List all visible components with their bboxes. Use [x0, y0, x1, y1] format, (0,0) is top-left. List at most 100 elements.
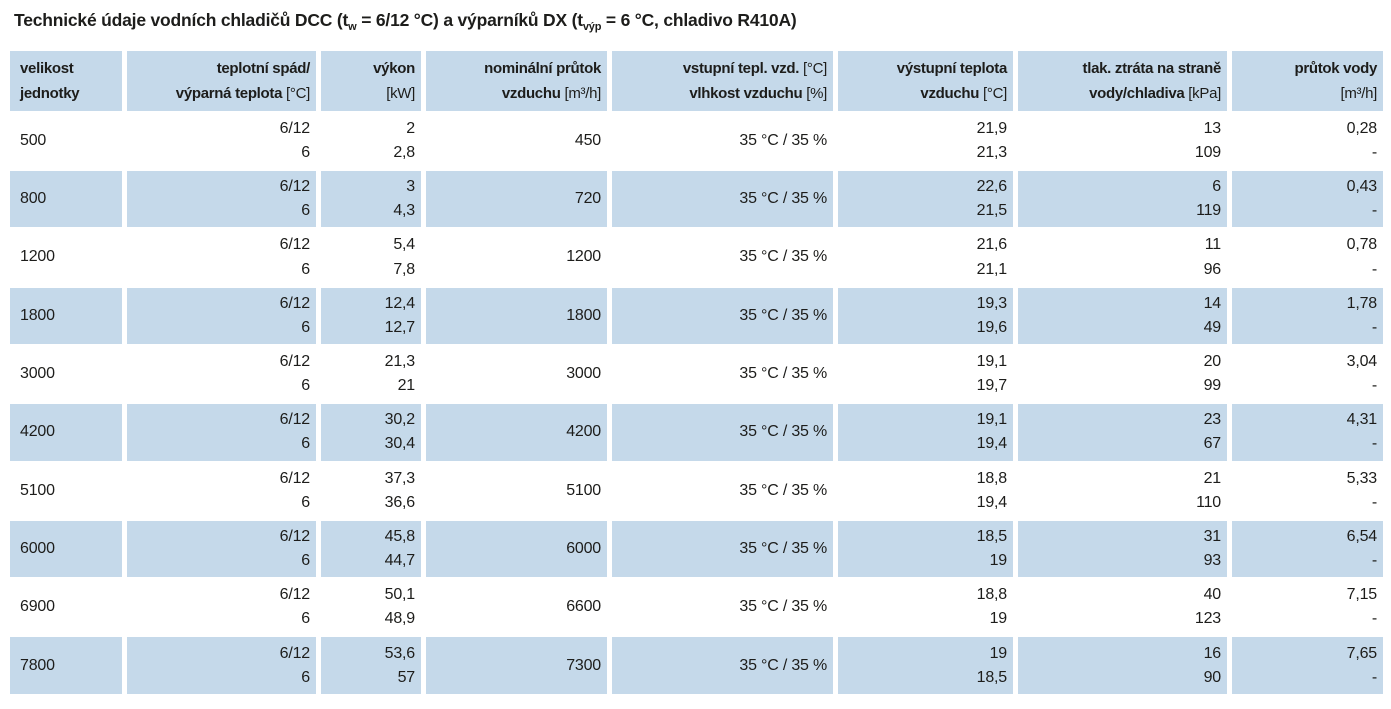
cell-water-flow-line-2: -	[1371, 202, 1377, 220]
header-line: jednotky	[20, 86, 122, 101]
header-text: teplotní spád/	[216, 59, 311, 77]
cell-outlet-temp-line-1: 19,1	[976, 353, 1008, 371]
header-unit: [°C]	[282, 84, 310, 102]
cell-temp-gradient: 6/12 6	[127, 404, 316, 461]
cell-air-flow-value: 1800	[566, 306, 601, 324]
cell-pressure-drop-line-1: 6	[1212, 178, 1221, 196]
cell-pressure-drop: 13 109	[1018, 113, 1227, 169]
cell-outlet-temp: 18,8 19,4	[838, 463, 1013, 519]
cell-temp-gradient-line-1: 6/12	[279, 353, 311, 371]
cell-inlet-condition: 35 °C / 35 %	[612, 637, 833, 694]
cell-air-flow: 3000	[426, 346, 607, 402]
cell-water-flow-line-2: -	[1371, 668, 1377, 686]
cell-power-line-2: 36,6	[384, 493, 416, 511]
cell-water-flow-line-2: -	[1371, 552, 1377, 570]
cell-pressure-drop-line-1: 11	[1204, 236, 1221, 254]
cell-unit-size: 4200	[10, 404, 122, 461]
cell-pressure-drop-line-1: 14	[1203, 294, 1222, 312]
cell-power-line-1: 21,3	[384, 353, 416, 371]
header-text: jednotky	[20, 84, 80, 102]
cell-temp-gradient: 6/12 6	[127, 287, 316, 344]
cell-temp-gradient-line-1: 6/12	[279, 586, 311, 604]
cell-power: 2 2,8	[321, 113, 421, 169]
cell-unit-size: 5100	[10, 463, 122, 519]
header-line: tlak. ztráta na straně	[1018, 59, 1222, 77]
cell-temp-gradient-line-2: 6	[301, 493, 310, 511]
header-text: vzduchu	[501, 84, 561, 102]
header-line: vlhkost vzduchu [%]	[612, 86, 827, 101]
header-unit: [m³/h]	[560, 84, 601, 102]
cell-pressure-drop-line-2: 90	[1203, 668, 1222, 686]
unit-size-value: 5100	[20, 481, 55, 499]
header-text: vody/chladiva	[1089, 84, 1185, 102]
cell-outlet-temp: 19,1 19,7	[838, 346, 1013, 402]
cell-temp-gradient: 6/12 6	[127, 346, 316, 402]
cell-outlet-temp-line-2: 19,4	[976, 493, 1008, 511]
header-unit: [kPa]	[1184, 84, 1221, 102]
cell-pressure-drop: 16 90	[1018, 637, 1227, 694]
cell-water-flow-line-1: 0,78	[1346, 236, 1378, 254]
cell-outlet-temp-line-1: 21,9	[976, 119, 1008, 137]
unit-size-value: 800	[20, 190, 47, 208]
header-line: vzduchu [m³/h]	[426, 86, 601, 101]
cell-unit-size: 6900	[10, 579, 122, 635]
cell-power-line-1: 2	[406, 119, 415, 137]
technical-data-table: velikost jednotky teplotní spád/výparná te…	[10, 50, 1383, 694]
cell-outlet-temp: 21,6 21,1	[838, 229, 1013, 285]
cell-power-line-2: 7,8	[393, 260, 415, 278]
cell-pressure-drop: 21 110	[1018, 463, 1227, 519]
column-header-velikost-jednotky: velikost jednotky	[10, 50, 122, 111]
cell-inlet-condition: 35 °C / 35 %	[612, 579, 833, 635]
unit-size-value: 6900	[20, 598, 55, 616]
cell-water-flow: 6,54 -	[1232, 520, 1383, 578]
cell-outlet-temp-line-2: 19,7	[976, 377, 1008, 395]
cell-air-flow: 6000	[426, 520, 607, 578]
cell-outlet-temp-line-1: 21,6	[976, 236, 1008, 254]
cell-unit-size: 1200	[10, 229, 122, 285]
header-text: nominální průtok	[484, 59, 601, 77]
unit-size-value: 1200	[20, 248, 55, 266]
header-unit: [°C]	[979, 84, 1007, 102]
header-unit: [%]	[802, 84, 827, 102]
cell-water-flow-line-2: -	[1371, 435, 1377, 453]
cell-power: 12,4 12,7	[321, 287, 421, 344]
cell-air-flow: 1200	[426, 229, 607, 285]
cell-power-line-2: 57	[397, 668, 416, 686]
cell-power: 30,2 30,4	[321, 404, 421, 461]
cell-outlet-temp-line-2: 19	[989, 610, 1008, 628]
cell-temp-gradient-line-1: 6/12	[279, 469, 311, 487]
header-line: vody/chladiva [kPa]	[1018, 86, 1221, 101]
cell-power-line-1: 12,4	[384, 294, 416, 312]
cell-outlet-temp-line-2: 19	[989, 552, 1008, 570]
unit-size-value: 7800	[20, 656, 55, 674]
column-header-prutok-vody: průtok vody [m³/h]	[1232, 50, 1383, 111]
cell-pressure-drop-line-2: 96	[1203, 260, 1222, 278]
cell-air-flow: 720	[426, 171, 607, 228]
cell-unit-size: 500	[10, 113, 122, 169]
header-text: výkon	[373, 59, 415, 77]
header-line: výkon	[321, 61, 415, 76]
cell-power-line-2: 2,8	[393, 143, 415, 161]
unit-size-value: 500	[20, 131, 47, 149]
header-line: výparná teplota [°C]	[127, 84, 311, 102]
cell-pressure-drop: 11 96	[1018, 229, 1227, 285]
cell-outlet-temp-line-2: 21,5	[976, 202, 1008, 220]
cell-inlet-condition-value: 35 °C / 35 %	[739, 131, 827, 149]
header-text: výstupní teplota	[896, 59, 1008, 77]
cell-temp-gradient-line-1: 6/12	[279, 119, 311, 137]
header-line: nominální průtok	[426, 61, 601, 76]
header-text: tlak. ztráta na straně	[1082, 59, 1222, 77]
table-title: Technické údaje vodních chladičů DCC (tw…	[14, 9, 1382, 33]
cell-power-line-1: 37,3	[384, 469, 416, 487]
cell-temp-gradient-line-2: 6	[301, 377, 310, 395]
cell-inlet-condition-value: 35 °C / 35 %	[739, 248, 827, 266]
cell-water-flow: 4,31 -	[1232, 404, 1383, 461]
cell-power-line-1: 50,1	[384, 586, 416, 604]
cell-temp-gradient-line-2: 6	[301, 610, 310, 628]
cell-water-flow: 0,28 -	[1232, 113, 1383, 169]
cell-power: 5,4 7,8	[321, 229, 421, 285]
cell-water-flow-line-2: -	[1371, 143, 1377, 161]
cell-outlet-temp-line-2: 19,6	[976, 318, 1008, 336]
cell-air-flow-value: 3000	[566, 365, 601, 383]
cell-pressure-drop-line-2: 109	[1194, 143, 1221, 161]
